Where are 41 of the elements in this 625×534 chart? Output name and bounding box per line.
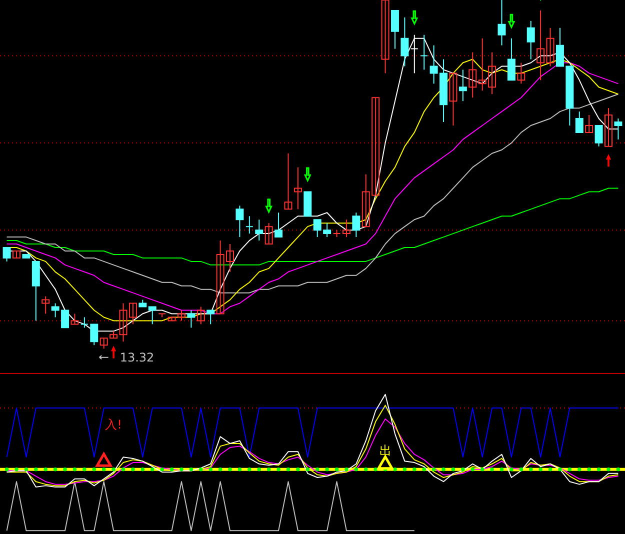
candlestick <box>206 310 215 325</box>
candlestick <box>264 222 273 245</box>
candlestick <box>400 16 409 67</box>
candlestick <box>342 219 350 238</box>
candlestick <box>536 10 545 81</box>
candlestick <box>585 114 594 133</box>
candlestick <box>274 212 283 238</box>
candlestick <box>391 10 399 50</box>
candlestick <box>119 302 128 342</box>
candlestick <box>614 118 622 140</box>
candlestick <box>458 69 467 102</box>
candlestick <box>352 212 360 238</box>
candlestick <box>449 72 458 126</box>
candlestick <box>546 27 554 67</box>
candlestick <box>420 34 428 70</box>
annotation: 入! <box>105 417 122 432</box>
candlestick <box>594 124 603 147</box>
candlestick <box>196 306 205 325</box>
candlestick <box>42 296 50 314</box>
candlestick <box>236 205 244 238</box>
candlestick <box>90 324 98 346</box>
candlestick <box>284 152 292 210</box>
candlestick <box>575 111 584 133</box>
candlestick <box>80 316 88 328</box>
candlestick <box>381 0 390 74</box>
candlestick <box>245 216 254 234</box>
candlestick <box>498 0 506 46</box>
annotation: 出 <box>379 443 392 458</box>
candlestick <box>468 52 477 98</box>
text: 13.32 <box>120 350 154 364</box>
candlestick <box>294 166 302 210</box>
candlestick <box>255 219 264 242</box>
candlestick <box>70 313 79 325</box>
candlestick <box>604 108 612 147</box>
candlestick <box>2 247 11 262</box>
candlestick <box>517 62 526 84</box>
candlestick <box>507 38 516 81</box>
candlestick <box>128 302 137 325</box>
candlestick <box>187 310 196 328</box>
candlestick <box>148 306 156 325</box>
candlestick <box>526 20 535 60</box>
